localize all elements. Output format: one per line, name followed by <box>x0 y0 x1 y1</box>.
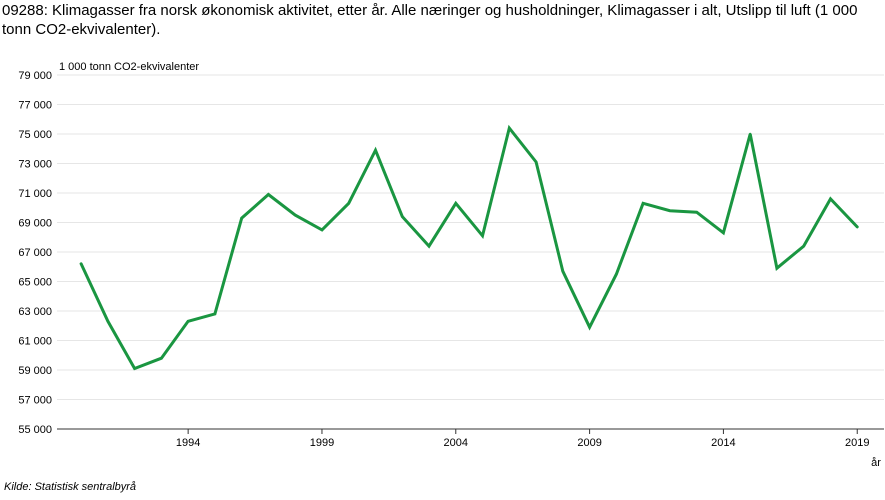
data-point <box>561 269 565 273</box>
y-tick-label: 61 000 <box>18 336 52 348</box>
y-tick-label: 57 000 <box>18 395 52 407</box>
data-point <box>374 149 377 152</box>
x-tick-label: 2004 <box>444 437 468 449</box>
data-point <box>802 244 805 248</box>
gridlines <box>57 74 884 400</box>
y-tick-label: 71 000 <box>18 188 52 200</box>
x-axis-ticks: 1994 1999 2004 2009 2014 2019 <box>176 429 869 449</box>
data-point <box>508 126 511 130</box>
data-point <box>775 267 779 270</box>
data-point <box>668 209 672 212</box>
data-point <box>267 193 270 196</box>
y-tick-label: 67 000 <box>18 247 52 259</box>
y-tick-label: 77 000 <box>18 100 52 112</box>
data-point <box>695 210 698 214</box>
data-point <box>160 357 163 360</box>
data-point <box>615 272 618 276</box>
data-point <box>133 367 136 370</box>
data-point <box>722 231 725 235</box>
data-point <box>454 202 457 205</box>
y-tick-label: 59 000 <box>18 365 52 377</box>
y-tick-label: 63 000 <box>18 306 52 318</box>
data-point <box>106 320 110 323</box>
data-point <box>481 234 484 237</box>
x-tick-label: 2009 <box>577 437 601 449</box>
y-tick-label: 79 000 <box>18 70 52 82</box>
data-point <box>347 202 350 205</box>
x-axis-label: år <box>871 457 881 469</box>
y-axis-label: 1 000 tonn CO2-ekvivalenter <box>59 61 199 73</box>
y-tick-label: 73 000 <box>18 159 52 171</box>
y-axis-ticks: 55 000 57 000 59 000 61 000 63 000 65 000 67 0… <box>18 70 52 436</box>
source-note: Kilde: Statistisk sentralbyrå <box>4 481 137 493</box>
data-point <box>240 216 243 220</box>
data-point <box>293 213 297 217</box>
data-point <box>79 262 83 265</box>
data-point <box>748 132 752 136</box>
series <box>79 124 859 371</box>
x-tick-label: 1999 <box>310 437 334 449</box>
x-tick-label: 2019 <box>845 437 869 449</box>
series-line <box>79 124 859 371</box>
data-point <box>401 215 404 218</box>
data-point <box>641 202 645 205</box>
data-point <box>320 228 324 232</box>
y-tick-label: 65 000 <box>18 277 52 289</box>
data-point <box>534 160 538 164</box>
data-point <box>829 197 832 201</box>
data-point <box>588 326 591 329</box>
y-tick-label: 69 000 <box>18 218 52 230</box>
data-point <box>186 320 190 323</box>
data-point <box>427 244 431 248</box>
x-tick-label: 2014 <box>711 437 735 449</box>
data-point <box>856 225 859 229</box>
chart-title: 09288: Klimagasser fra norsk økonomisk a… <box>2 2 858 38</box>
y-tick-label: 55 000 <box>18 424 52 436</box>
data-point <box>213 312 217 316</box>
y-tick-label: 75 000 <box>18 129 52 141</box>
x-tick-label: 1994 <box>176 437 200 449</box>
